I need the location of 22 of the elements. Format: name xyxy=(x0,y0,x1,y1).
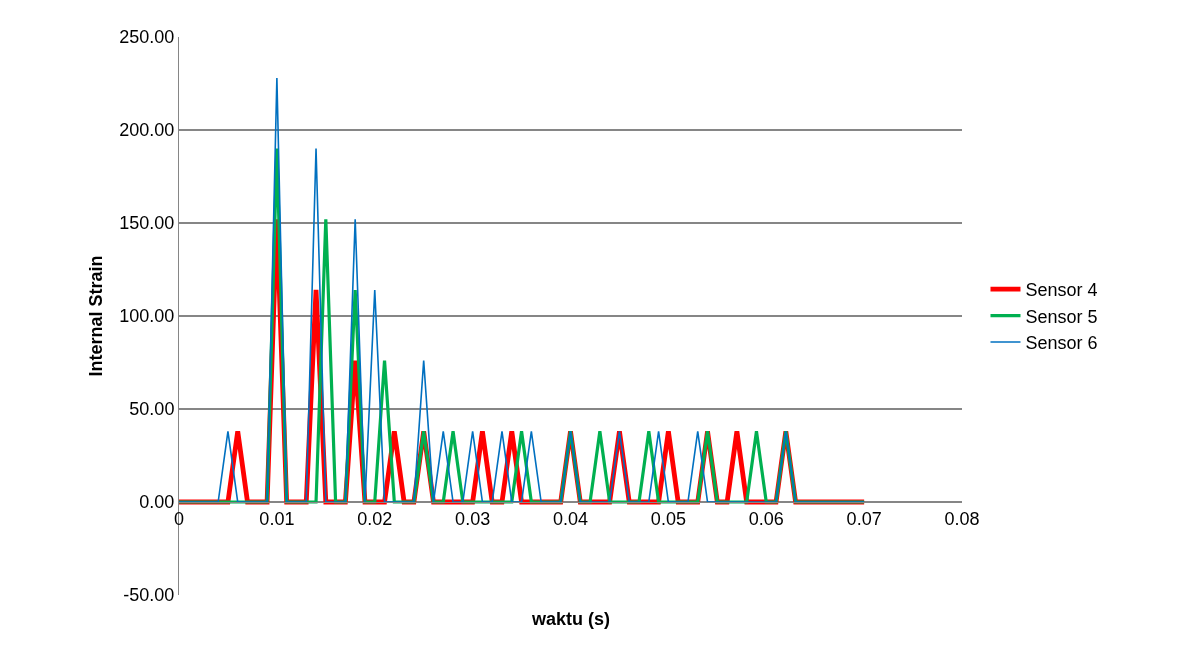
x-tick-label: 0.06 xyxy=(748,508,784,529)
legend-label: Sensor 6 xyxy=(1025,333,1098,354)
y-tick-label: -50.00 xyxy=(123,585,175,606)
legend-label: Sensor 5 xyxy=(1025,306,1098,327)
x-tick-label: 0.03 xyxy=(455,508,491,529)
x-tick-label: 0.01 xyxy=(259,508,295,529)
y-tick-label: 50.00 xyxy=(129,399,175,420)
y-tick-label: 250.00 xyxy=(119,27,175,48)
line-series xyxy=(179,77,865,503)
x-tick-label: 0.05 xyxy=(650,508,686,529)
x-tick-label: 0.08 xyxy=(944,508,980,529)
x-tick-label: 0 xyxy=(173,508,185,529)
y-axis-title: Internal Strain xyxy=(85,255,106,377)
y-tick-label: 100.00 xyxy=(119,306,175,327)
x-tick-label: 0.04 xyxy=(552,508,589,529)
y-tick-label: 200.00 xyxy=(119,120,175,141)
y-tick-label: 150.00 xyxy=(119,213,175,234)
legend-label: Sensor 4 xyxy=(1025,280,1098,301)
y-tick-label: 0.00 xyxy=(139,492,175,513)
x-axis-title: waktu (s) xyxy=(531,609,611,629)
x-tick-label: 0.02 xyxy=(357,508,393,529)
x-tick-label: 0.07 xyxy=(846,508,882,529)
